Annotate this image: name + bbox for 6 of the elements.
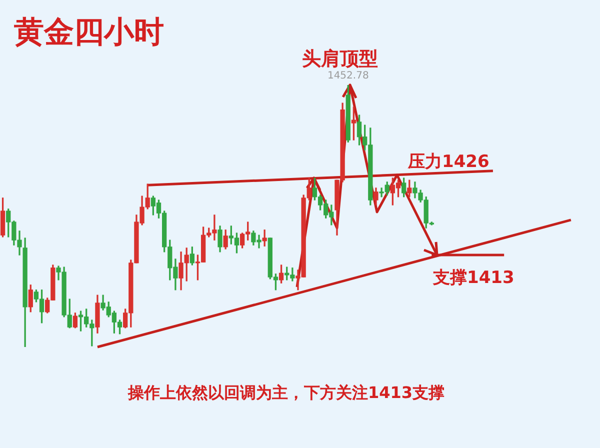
annotation: 支撑1413 [433,267,514,289]
annotation: 压力1426 [408,151,490,173]
text: 头肩顶型 [302,47,378,71]
annotation: 1452.78 [327,70,369,82]
text: 操作上依然以回调为主，下方关注1413支撑 [128,383,445,404]
chart-title: 黄金四小时 [14,15,164,51]
